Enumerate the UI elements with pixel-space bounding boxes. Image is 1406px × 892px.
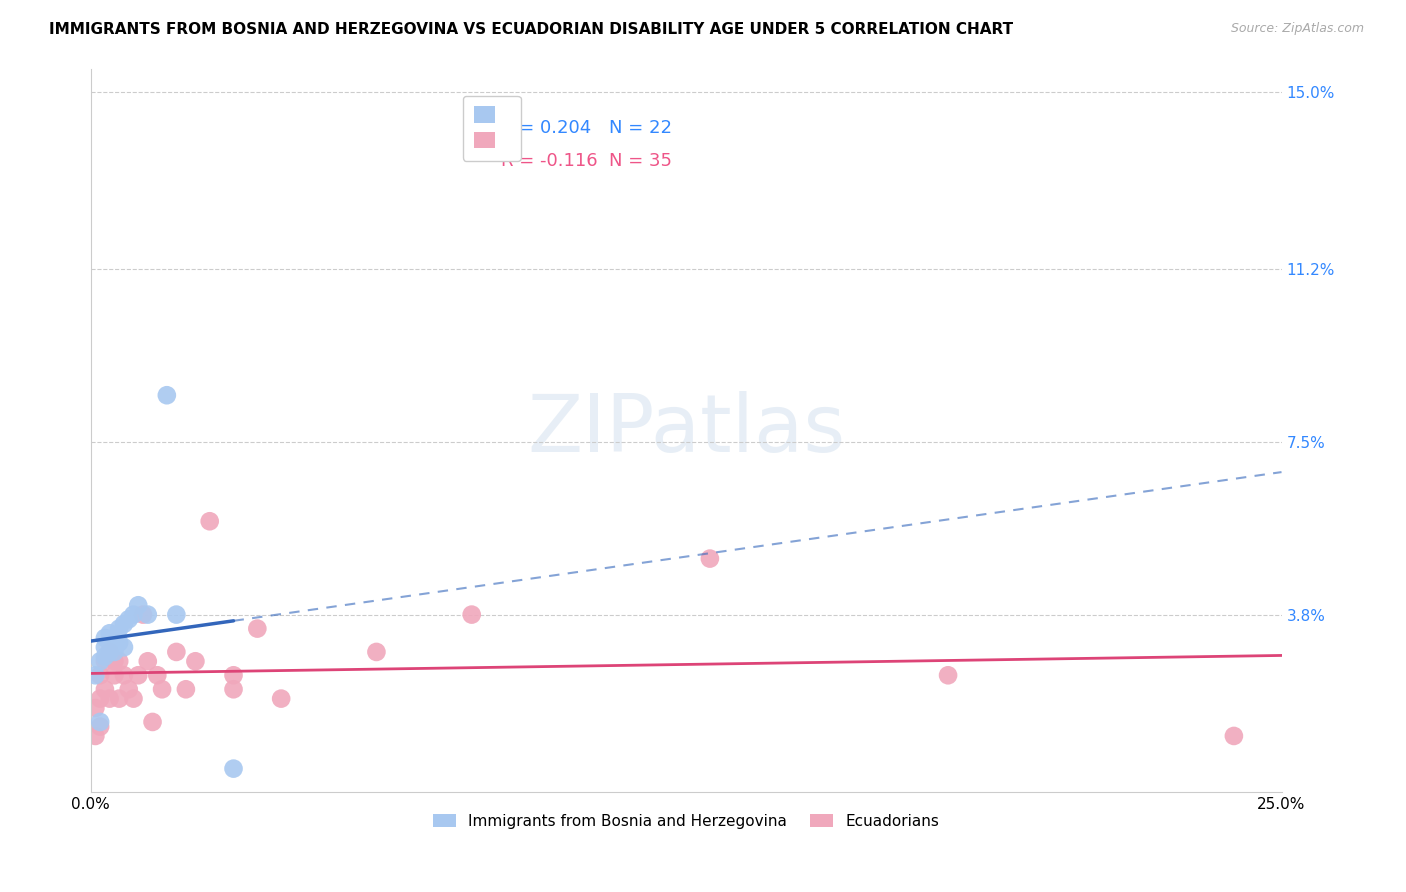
Point bbox=[103, 668, 125, 682]
Point bbox=[936, 668, 959, 682]
Point bbox=[136, 607, 159, 622]
Point bbox=[127, 599, 149, 613]
Point bbox=[112, 640, 135, 655]
Point bbox=[150, 682, 173, 697]
Point bbox=[174, 682, 197, 697]
Point bbox=[246, 622, 269, 636]
Point bbox=[136, 654, 159, 668]
Point bbox=[1223, 729, 1246, 743]
Point bbox=[270, 691, 292, 706]
Point bbox=[89, 720, 111, 734]
Point bbox=[89, 654, 111, 668]
Point bbox=[141, 714, 163, 729]
Point bbox=[222, 668, 245, 682]
Point bbox=[89, 691, 111, 706]
Point bbox=[94, 631, 117, 645]
Point bbox=[108, 691, 131, 706]
Point bbox=[89, 668, 111, 682]
Legend: Immigrants from Bosnia and Herzegovina, Ecuadorians: Immigrants from Bosnia and Herzegovina, … bbox=[427, 807, 945, 835]
Point bbox=[112, 616, 135, 631]
Point bbox=[112, 668, 135, 682]
Point bbox=[94, 654, 117, 668]
Point bbox=[165, 645, 187, 659]
Text: Source: ZipAtlas.com: Source: ZipAtlas.com bbox=[1230, 22, 1364, 36]
Point bbox=[122, 607, 145, 622]
Point bbox=[132, 607, 155, 622]
Point bbox=[165, 607, 187, 622]
Point bbox=[222, 682, 245, 697]
Point bbox=[94, 682, 117, 697]
Point bbox=[156, 388, 179, 402]
Point bbox=[103, 645, 125, 659]
Point bbox=[103, 654, 125, 668]
Point bbox=[98, 645, 121, 659]
Text: N = 35: N = 35 bbox=[609, 152, 672, 169]
Point bbox=[108, 635, 131, 649]
Point bbox=[84, 701, 107, 715]
Point bbox=[122, 691, 145, 706]
Point bbox=[84, 729, 107, 743]
Point bbox=[184, 654, 207, 668]
Point bbox=[118, 612, 141, 626]
Text: N = 22: N = 22 bbox=[609, 120, 672, 137]
Point bbox=[98, 635, 121, 649]
Point bbox=[108, 622, 131, 636]
Point bbox=[146, 668, 169, 682]
Point bbox=[366, 645, 388, 659]
Point bbox=[222, 762, 245, 776]
Point bbox=[198, 514, 221, 528]
Text: R = 0.204: R = 0.204 bbox=[502, 120, 592, 137]
Point bbox=[94, 649, 117, 664]
Text: IMMIGRANTS FROM BOSNIA AND HERZEGOVINA VS ECUADORIAN DISABILITY AGE UNDER 5 CORR: IMMIGRANTS FROM BOSNIA AND HERZEGOVINA V… bbox=[49, 22, 1014, 37]
Point bbox=[98, 645, 121, 659]
Text: ZIPatlas: ZIPatlas bbox=[527, 392, 845, 469]
Point bbox=[699, 551, 721, 566]
Point bbox=[103, 631, 125, 645]
Point bbox=[98, 626, 121, 640]
Text: R = -0.116: R = -0.116 bbox=[502, 152, 598, 169]
Point bbox=[89, 714, 111, 729]
Point bbox=[118, 682, 141, 697]
Point bbox=[94, 640, 117, 655]
Point bbox=[84, 668, 107, 682]
Point bbox=[460, 607, 482, 622]
Point bbox=[98, 691, 121, 706]
Point bbox=[108, 654, 131, 668]
Point bbox=[127, 668, 149, 682]
